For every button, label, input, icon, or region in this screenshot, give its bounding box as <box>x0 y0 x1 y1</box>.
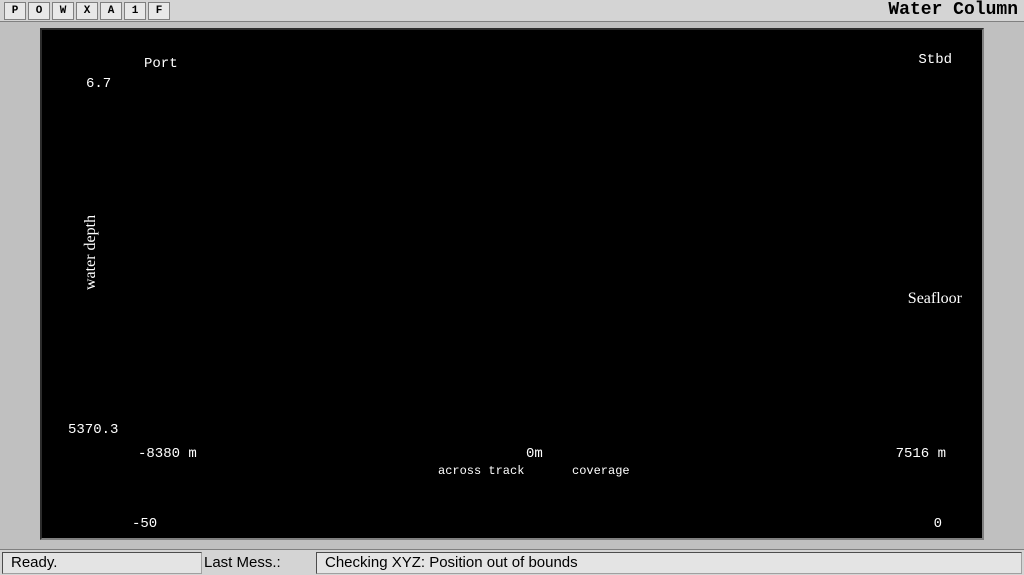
water-column-panel: Port Stbd 6.7 5370.3 -8380 m 7516 m 0m a… <box>40 28 984 540</box>
tool-a[interactable]: A <box>100 2 122 20</box>
stbd-label: Stbd <box>918 52 952 68</box>
across-track-label: across track <box>438 464 524 478</box>
coverage-label: coverage <box>572 464 630 478</box>
xaxis-center: 0m <box>526 446 543 462</box>
colorbar-min: -50 <box>132 516 157 532</box>
xaxis-right: 7516 m <box>896 446 946 462</box>
tool-f[interactable]: F <box>148 2 170 20</box>
depth-top: 6.7 <box>86 76 111 92</box>
annot-water-depth: water depth <box>82 215 100 290</box>
tool-w[interactable]: W <box>52 2 74 20</box>
status-last-mess-label: Last Mess.: <box>204 554 314 571</box>
status-bar: Ready. Last Mess.: Checking XYZ: Positio… <box>0 549 1024 575</box>
status-ready: Ready. <box>2 552 202 574</box>
depth-bottom: 5370.3 <box>68 422 118 438</box>
tool-o[interactable]: O <box>28 2 50 20</box>
colorbar-max: 0 <box>934 516 942 532</box>
port-label: Port <box>144 56 178 72</box>
tool-1[interactable]: 1 <box>124 2 146 20</box>
tool-p[interactable]: P <box>4 2 26 20</box>
annot-seafloor: Seafloor <box>908 290 962 308</box>
toolbar: P O W X A 1 F Water Column <box>0 0 1024 22</box>
status-last-mess: Checking XYZ: Position out of bounds <box>316 552 1022 574</box>
panel-title: Water Column <box>888 0 1018 20</box>
xaxis-left: -8380 m <box>138 446 197 462</box>
tool-x[interactable]: X <box>76 2 98 20</box>
